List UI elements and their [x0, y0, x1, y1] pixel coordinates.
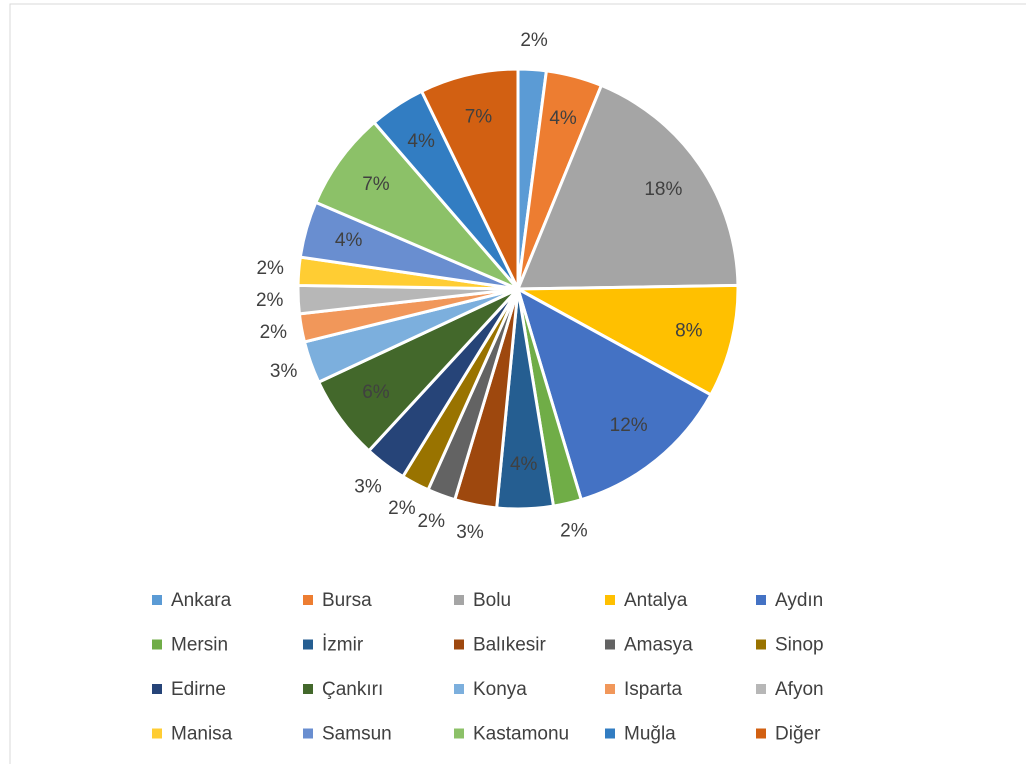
legend-label: Amasya	[624, 635, 693, 656]
data-label: 4%	[407, 131, 435, 152]
pie-slice	[512, 283, 740, 397]
data-label: 4%	[510, 454, 538, 475]
legend-label: İzmir	[322, 635, 364, 656]
legend-label: Muğla	[624, 724, 676, 745]
legend-swatch	[454, 728, 464, 739]
legend-label: Samsun	[322, 724, 392, 745]
data-label: 3%	[456, 522, 484, 543]
data-label: 4%	[549, 108, 577, 129]
data-label: 2%	[388, 498, 416, 519]
legend-swatch	[152, 639, 162, 650]
legend-swatch	[152, 595, 162, 605]
legend-label: Isparta	[624, 679, 683, 700]
data-label: 7%	[465, 107, 493, 128]
legend-swatch	[454, 684, 464, 694]
pie-slice	[419, 67, 520, 290]
legend-label: Bursa	[322, 590, 372, 611]
pie-slice	[515, 83, 740, 291]
legend-label: Edirne	[171, 679, 226, 700]
data-label: 7%	[362, 174, 390, 195]
legend-swatch	[152, 728, 162, 739]
legend-label: Antalya	[624, 590, 688, 611]
legend-label: Bolu	[473, 590, 511, 611]
pie-slice	[313, 120, 520, 291]
legend-label: Balıkesir	[473, 635, 547, 656]
legend-swatch	[605, 639, 615, 650]
legend-label: Konya	[473, 679, 527, 700]
data-label: 4%	[335, 230, 363, 251]
data-label: 2%	[418, 511, 446, 532]
legend-swatch	[303, 728, 313, 739]
legend-swatch	[303, 639, 313, 650]
data-label: 2%	[520, 30, 548, 51]
legend-label: Aydın	[775, 590, 823, 611]
legend-swatch	[303, 684, 313, 694]
data-label: 2%	[256, 258, 284, 279]
data-label: 3%	[354, 476, 382, 497]
legend-swatch	[605, 684, 615, 694]
data-label: 6%	[362, 382, 390, 403]
legend-label: Afyon	[775, 679, 824, 700]
data-label: 2%	[256, 290, 284, 311]
legend-label: Çankırı	[322, 679, 383, 700]
data-label: 12%	[610, 415, 648, 436]
legend-swatch	[454, 639, 464, 650]
legend-swatch	[605, 728, 615, 739]
legend-swatch	[756, 728, 766, 739]
data-label: 2%	[260, 322, 288, 343]
data-label: 3%	[270, 361, 298, 382]
legend-swatch	[303, 595, 313, 605]
data-label: 2%	[560, 520, 588, 541]
data-label: 8%	[675, 320, 703, 341]
legend-label: Kastamonu	[473, 724, 569, 745]
legend-label: Manisa	[171, 724, 233, 745]
legend-swatch	[756, 639, 766, 650]
legend-label: Mersin	[171, 635, 228, 656]
data-label: 18%	[644, 179, 682, 200]
legend-swatch	[152, 684, 162, 694]
legend-label: Ankara	[171, 590, 232, 611]
legend-swatch	[756, 595, 766, 605]
legend-swatch	[605, 595, 615, 605]
legend-swatch	[756, 684, 766, 694]
legend-label: Sinop	[775, 635, 824, 656]
legend-label: Diğer	[775, 724, 821, 745]
legend-swatch	[454, 595, 464, 605]
